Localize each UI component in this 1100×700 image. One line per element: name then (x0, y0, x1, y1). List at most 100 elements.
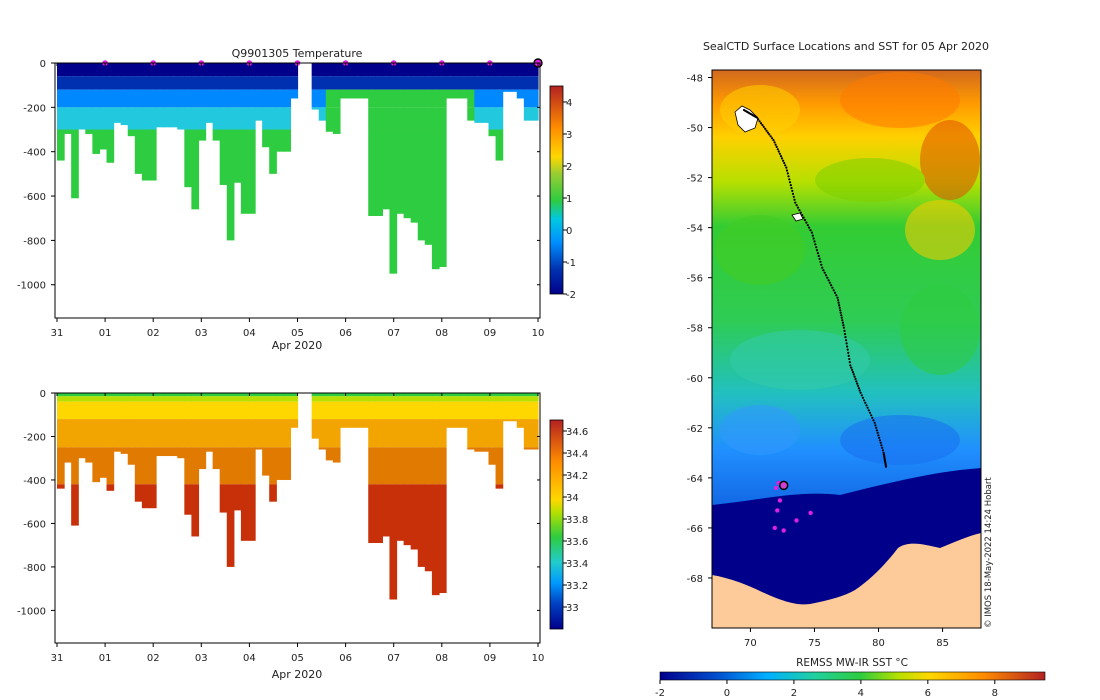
profile-cell (530, 63, 539, 77)
profile-cell (212, 129, 221, 141)
profile-cell (332, 63, 341, 77)
colorbar-tick-label: 33 (566, 603, 579, 614)
profile-cell (247, 129, 256, 214)
profile-location (772, 525, 777, 531)
profile-cell (205, 396, 214, 402)
track-point (778, 152, 782, 155)
profile-cell (502, 63, 511, 77)
profile-cell (269, 447, 277, 485)
profile-cell (523, 63, 532, 77)
track-point (878, 436, 881, 439)
profile-cell (516, 419, 525, 428)
profile-cell (198, 129, 207, 141)
profile-cell (148, 396, 157, 402)
profile-cell (198, 63, 207, 77)
y-tick-label: -1000 (17, 606, 46, 617)
track-point (824, 274, 828, 277)
profile-cell (325, 396, 334, 402)
profile-cell (240, 129, 249, 214)
profile-cell (226, 393, 235, 397)
profile-cell (368, 107, 376, 130)
sst-colorbar-tick-label: 4 (858, 688, 864, 699)
track-point (793, 198, 796, 201)
x-tick-label: 05 (291, 653, 304, 664)
profile-cell (438, 129, 447, 267)
profile-cell (120, 76, 129, 90)
profile-cell (290, 89, 299, 99)
profile-cell (233, 401, 242, 420)
profile-location (773, 485, 779, 491)
profile-cell (120, 401, 129, 420)
salinity-colorbar (549, 419, 564, 630)
profile-cell (99, 129, 108, 150)
profile-cell (523, 419, 532, 448)
profile-cell (516, 396, 525, 402)
profile-cell (276, 393, 284, 397)
profile-cell (460, 76, 468, 90)
profile-cell (64, 89, 72, 108)
profile-cell (184, 484, 192, 515)
profile-cell (99, 447, 108, 478)
profile-cell (332, 447, 341, 463)
profile-cell (276, 107, 284, 130)
profile-cell (332, 129, 341, 134)
track-point (809, 229, 812, 232)
profile-cell (417, 419, 426, 448)
track-point (847, 354, 850, 357)
track-point (775, 145, 778, 148)
profile-cell (163, 89, 171, 108)
track-point (798, 209, 801, 212)
sst-colorbar-label: REMSS MW-IR SST °C (796, 657, 908, 669)
profile-cell (134, 484, 143, 502)
track-point (820, 263, 823, 266)
profile-cell (191, 393, 200, 397)
profile-cell (78, 107, 86, 130)
profile-cell (382, 107, 391, 130)
profile-cell (424, 484, 433, 572)
profile-cell (233, 447, 242, 485)
profile-cell (226, 76, 235, 90)
profile-cell (64, 129, 72, 134)
profile-cell (233, 76, 242, 90)
profile-cell (481, 89, 490, 108)
profile-cell (191, 76, 200, 90)
profile-cell (283, 447, 292, 480)
profile-cell (354, 393, 362, 397)
salinity-x-axis: 31 01 02 03 04 05 06 07 08 09 10 (51, 393, 544, 664)
profile-cell (403, 484, 412, 546)
profile-cell (495, 63, 504, 77)
profile-cell (474, 107, 483, 123)
profile-location (775, 508, 780, 513)
temperature-x-axis: 31 01 02 03 04 05 06 07 08 09 10 (51, 63, 544, 339)
profile-cell (325, 419, 334, 448)
profile-cell (318, 89, 327, 108)
profile-cell (198, 447, 207, 470)
profile-cell (92, 396, 101, 402)
profile-cell (191, 89, 200, 108)
profile-cell (467, 107, 475, 121)
profile-cell (219, 89, 228, 108)
profile-cell (417, 393, 426, 397)
profile-cell (382, 129, 391, 210)
profile-cell (481, 107, 490, 123)
profile-cell (78, 419, 86, 448)
y-tick-label: -600 (23, 192, 46, 203)
profile-cell (495, 401, 504, 420)
profile-cell (92, 401, 101, 420)
profile-cell (431, 419, 440, 448)
profile-cell (389, 89, 398, 108)
profile-cell (120, 419, 129, 448)
profile-cell (382, 89, 391, 108)
profile-cell (276, 63, 284, 77)
track-point (837, 301, 840, 304)
profile-cell (368, 76, 376, 90)
profile-cell (502, 401, 511, 420)
profile-cell (396, 447, 405, 485)
track-point (802, 216, 805, 219)
profile-cell (474, 401, 483, 420)
profile-cell (502, 89, 511, 92)
track-point (851, 368, 854, 371)
profile-cell (396, 76, 405, 90)
profile-cell (71, 107, 79, 130)
profile-cell (92, 419, 101, 448)
